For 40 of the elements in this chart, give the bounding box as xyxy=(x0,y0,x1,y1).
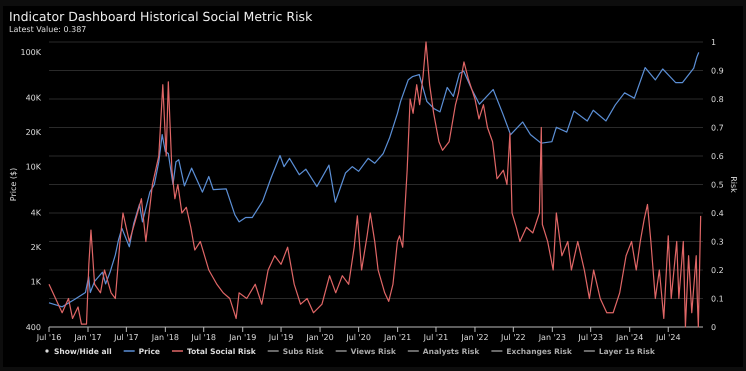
y2-tick-label: 0.9 xyxy=(711,66,724,76)
y-tick-label: 20K xyxy=(26,128,42,138)
y2-tick-label: 0.5 xyxy=(711,180,724,190)
x-tick-label: Jul '24 xyxy=(654,333,681,342)
y-tick-label: 10K xyxy=(26,162,42,172)
chart-title: Indicator Dashboard Historical Social Metric Risk xyxy=(9,9,314,24)
y2-tick-label: 0.4 xyxy=(711,209,724,218)
y-tick-label: 2K xyxy=(30,242,42,252)
x-tick-label: Jan '17 xyxy=(73,333,102,342)
x-tick-label: Jan '18 xyxy=(150,333,179,342)
x-tick-label: Jan '19 xyxy=(228,333,256,342)
y2-tick-label: 1 xyxy=(711,38,716,47)
x-tick-label: Jan '22 xyxy=(460,333,489,342)
y-axis-title: Price ($) xyxy=(9,168,18,202)
x-tick-label: Jul '19 xyxy=(268,333,294,342)
y-tick-label: 40K xyxy=(26,94,42,103)
x-tick-label: Jul '21 xyxy=(422,333,448,342)
x-tick-label: Jul '23 xyxy=(577,333,603,342)
x-tick-label: Jan '20 xyxy=(305,333,334,342)
chart-subtitle: Latest Value: 0.387 xyxy=(9,25,86,34)
y2-tick-label: 0.2 xyxy=(711,266,724,275)
x-tick-label: Jan '21 xyxy=(382,333,412,342)
y-tick-label: 1K xyxy=(30,277,42,286)
y2-tick-label: 0.1 xyxy=(711,294,724,304)
y2-tick-label: 0 xyxy=(711,323,716,332)
x-tick-label: Jul '20 xyxy=(345,333,371,342)
y2-tick-label: 0.6 xyxy=(711,152,724,161)
x-tick-label: Jan '24 xyxy=(615,333,644,342)
y2-tick-label: 0.8 xyxy=(711,95,724,104)
x-tick-label: Jul '22 xyxy=(500,333,526,342)
y2-tick-label: 0.3 xyxy=(711,238,724,246)
y-tick-label: 400 xyxy=(26,323,41,332)
y-tick-label: 4K xyxy=(30,208,42,218)
x-tick-label: Jul '18 xyxy=(190,333,216,342)
x-tick-label: Jul '17 xyxy=(113,333,139,342)
y-tick-label: 100K xyxy=(20,48,42,57)
y2-axis-title: Risk xyxy=(729,176,738,194)
x-tick-label: Jul '16 xyxy=(36,333,62,342)
x-tick-label: Jan '23 xyxy=(538,333,566,342)
y2-tick-label: 0.7 xyxy=(711,124,724,132)
